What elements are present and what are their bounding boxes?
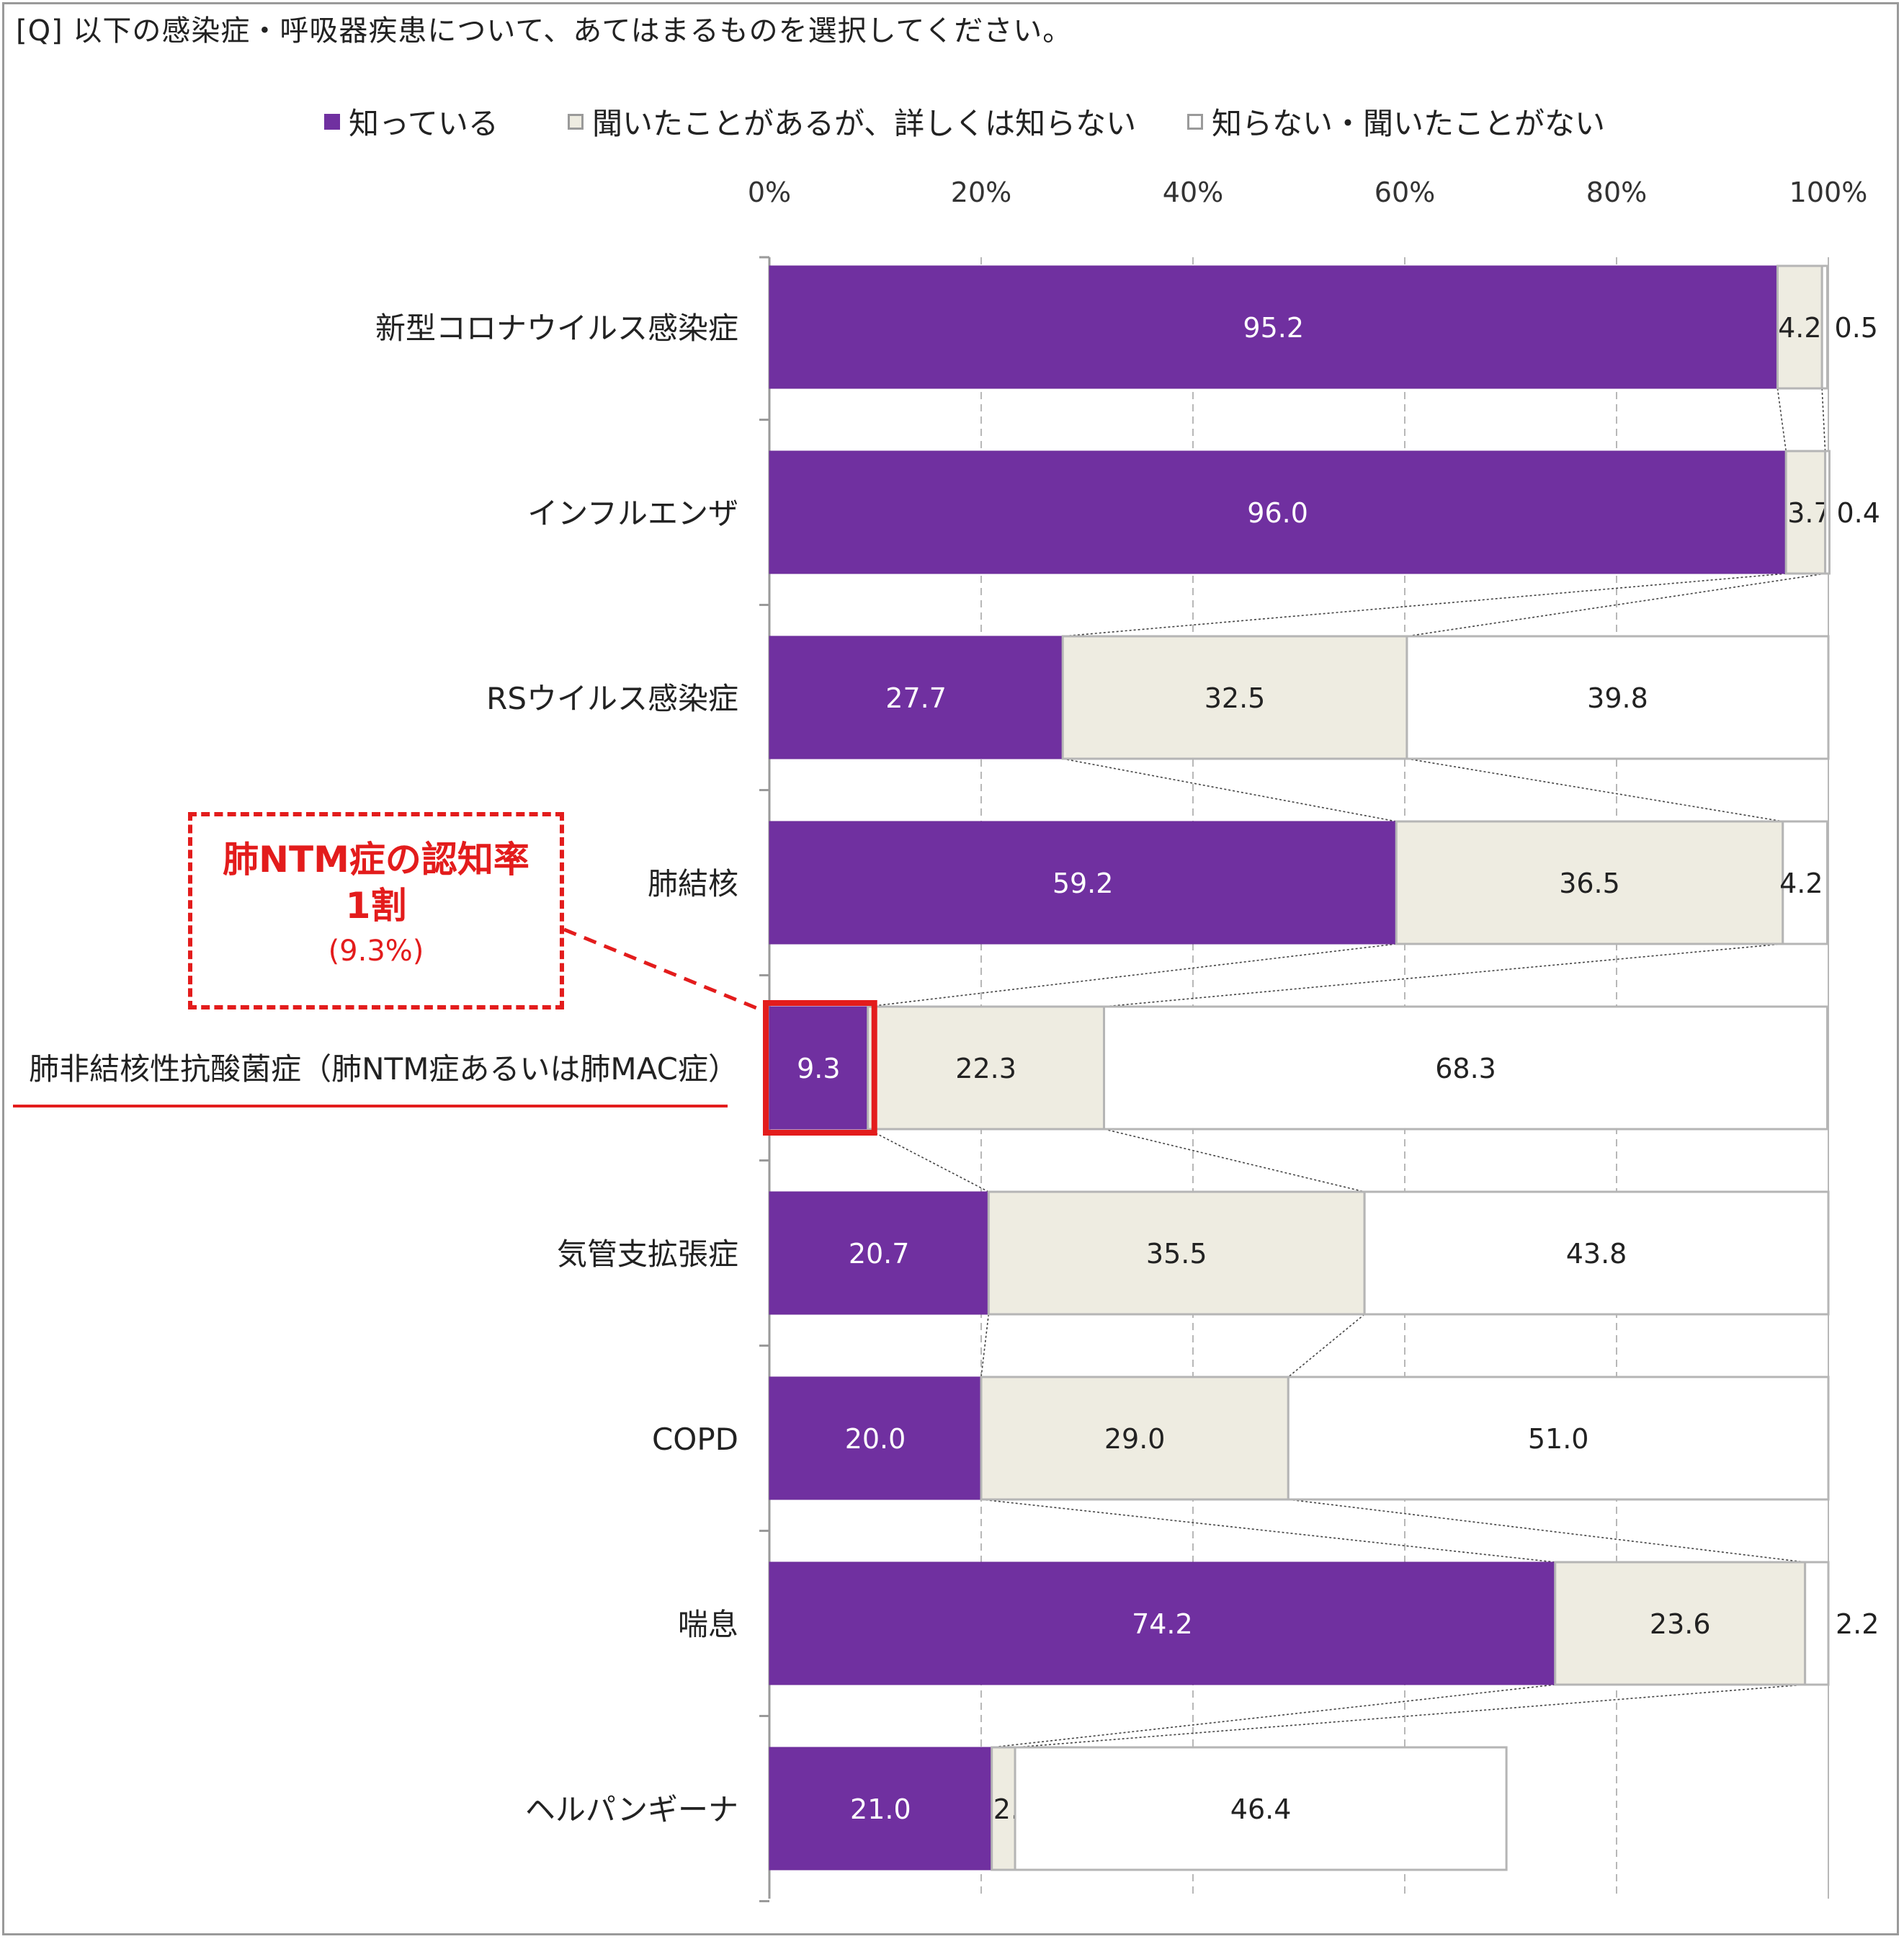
bar-segment xyxy=(1014,1746,1508,1871)
bar-segment xyxy=(769,821,1397,945)
series-connector-line xyxy=(1063,758,1397,822)
data-label: 46.4 xyxy=(1230,1793,1292,1825)
callout-title-line1: 肺NTM症の認知率 xyxy=(223,839,529,881)
callout-box: 肺NTM症の認知率 1割 (9.3%) xyxy=(188,812,564,1009)
series-connector-line xyxy=(867,943,1397,1007)
series-connector-line xyxy=(1014,1684,1805,1748)
series-connector-line xyxy=(1776,388,1787,452)
series-connector-line xyxy=(1287,1314,1365,1378)
data-label: 96.0 xyxy=(1247,497,1308,529)
legend-item-heard: 聞いたことがあるが、詳しくは知らない xyxy=(568,99,1136,143)
callout-connector xyxy=(563,927,764,1013)
category-label: 新型コロナウイルス感染症 xyxy=(375,311,738,346)
callout-sub: (9.3%) xyxy=(328,935,424,968)
data-label: 74.2 xyxy=(1132,1608,1193,1640)
bar-segment xyxy=(987,1190,1366,1316)
bar-segment xyxy=(769,1191,989,1315)
data-label: 27.7 xyxy=(885,682,947,714)
data-label: 20.0 xyxy=(845,1423,906,1455)
bar-segment xyxy=(1776,264,1823,390)
legend-item-know: 知っている xyxy=(324,99,499,143)
category-label: RSウイルス感染症 xyxy=(486,681,738,716)
data-label: 0.5 xyxy=(1835,312,1878,344)
data-label: 32.5 xyxy=(1204,682,1266,714)
x-tick-label: 100% xyxy=(1789,177,1868,208)
bar-segment xyxy=(1287,1376,1830,1501)
x-tick-label: 80% xyxy=(1586,177,1647,208)
bar-segment xyxy=(769,1376,982,1500)
data-label: 3.7 xyxy=(1787,497,1831,529)
data-label: 43.8 xyxy=(1566,1238,1627,1270)
legend-swatch-know xyxy=(324,113,340,130)
x-tick-label: 20% xyxy=(951,177,1011,208)
data-label: 20.7 xyxy=(849,1238,910,1270)
bar-segment xyxy=(867,1005,1106,1131)
bar-segment xyxy=(769,636,1063,759)
data-label: 39.8 xyxy=(1587,682,1648,714)
legend-item-unknown: 知らない・聞いたことがない xyxy=(1187,99,1605,143)
series-connector-line xyxy=(1063,573,1787,637)
data-label: 68.3 xyxy=(1435,1053,1496,1084)
legend-swatch-unknown xyxy=(1187,113,1203,130)
series-connector-line xyxy=(1406,573,1825,637)
bar-segment xyxy=(1405,635,1830,760)
bar-segment xyxy=(980,1376,1290,1501)
bar-segment xyxy=(1824,450,1831,575)
data-label: 95.2 xyxy=(1243,312,1304,344)
series-connector-line xyxy=(1104,943,1783,1007)
data-label: 0.4 xyxy=(1836,497,1880,529)
bar-segment xyxy=(769,265,1778,389)
bar-segment xyxy=(1820,264,1829,390)
series-connector-line xyxy=(1821,388,1826,452)
callout-title: 肺NTM症の認知率 1割 xyxy=(192,837,560,929)
question-text: [Q] 以下の感染症・呼吸器疾患について、あてはまるものを選択してください。 xyxy=(16,14,1073,48)
data-label: 4.2 xyxy=(1779,868,1823,899)
bar-segment xyxy=(769,450,1787,574)
data-label: 23.6 xyxy=(1650,1608,1711,1640)
data-label: 35.5 xyxy=(1146,1238,1207,1270)
data-label: 36.5 xyxy=(1559,868,1620,899)
category-label: インフルエンザ xyxy=(527,496,738,531)
series-connector-line xyxy=(1104,1128,1365,1193)
category-label: 喘息 xyxy=(678,1607,738,1642)
category-label: ヘルパンギーナ xyxy=(525,1792,738,1827)
callout-title-line2: 1割 xyxy=(345,885,407,927)
bar-segment xyxy=(769,1747,993,1871)
series-connector-line xyxy=(980,1499,1555,1563)
series-connector-line xyxy=(1288,1499,1805,1563)
category-label: 気管支拡張症 xyxy=(557,1236,738,1272)
x-tick-label: 60% xyxy=(1375,177,1435,208)
data-label: 21.0 xyxy=(850,1793,911,1825)
legend-label-know: 知っている xyxy=(349,106,499,141)
bar-segment xyxy=(1804,1561,1830,1686)
legend-label-unknown: 知らない・聞いたことがない xyxy=(1212,106,1606,141)
series-connector-line xyxy=(867,1128,989,1193)
category-label: 肺非結核性抗酸菌症（肺NTM症あるいは肺MAC症） xyxy=(29,1051,738,1087)
data-label: 51.0 xyxy=(1528,1423,1589,1455)
bar-segment xyxy=(1363,1190,1830,1316)
series-connector-line xyxy=(991,1684,1555,1748)
legend-swatch-heard xyxy=(568,113,584,130)
x-tick-label: 40% xyxy=(1163,177,1223,208)
data-label: 59.2 xyxy=(1052,868,1114,899)
highlight-box xyxy=(763,1000,877,1136)
data-label: 4.2 xyxy=(1778,312,1821,344)
series-connector-line xyxy=(980,1314,990,1378)
bar-segment xyxy=(769,1006,869,1130)
data-label: 9.3 xyxy=(797,1053,840,1084)
x-tick-label: 0% xyxy=(748,177,791,208)
data-label: 22.3 xyxy=(955,1053,1016,1084)
legend-label-heard: 聞いたことがあるが、詳しくは知らない xyxy=(592,106,1137,141)
data-label: 29.0 xyxy=(1104,1423,1166,1455)
chart-legend: 知っている 聞いたことがあるが、詳しくは知らない 知らない・聞いたことがない xyxy=(0,99,1904,143)
category-label: 肺結核 xyxy=(648,866,738,901)
bar-segment xyxy=(1782,820,1829,945)
bar-segment xyxy=(1103,1005,1829,1131)
bar-segment xyxy=(1061,635,1408,760)
category-label: COPD xyxy=(652,1422,738,1457)
bar-segment xyxy=(769,1561,1556,1685)
data-label: 2.2 xyxy=(1836,1608,1879,1640)
series-connector-line xyxy=(1406,758,1783,822)
